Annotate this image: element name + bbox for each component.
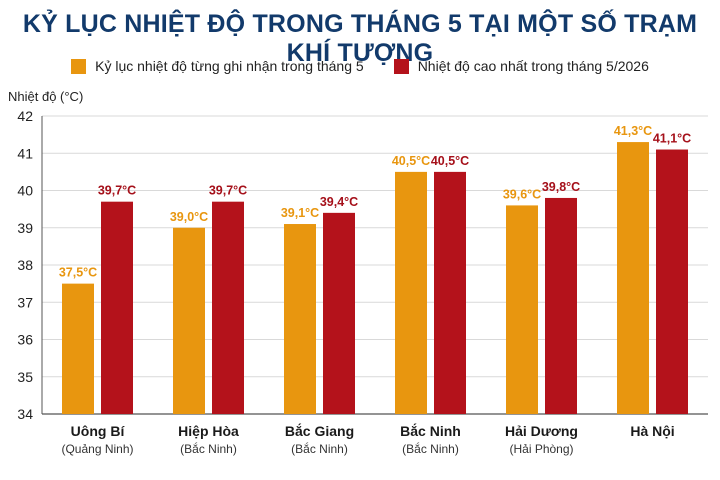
bar-record xyxy=(62,283,94,414)
y-tick-label: 35 xyxy=(17,369,33,385)
bar-record xyxy=(284,224,316,414)
y-tick-label: 41 xyxy=(17,145,33,161)
data-label-record: 37,5°C xyxy=(59,266,97,280)
data-label-2026: 40,5°C xyxy=(431,154,469,168)
x-category-sublabel: (Quảng Ninh) xyxy=(61,442,133,456)
bar-2026 xyxy=(323,212,355,414)
y-tick-label: 37 xyxy=(17,294,33,310)
legend-swatch-record xyxy=(71,58,87,74)
y-tick-label: 36 xyxy=(17,332,33,348)
x-category-label: Hiệp Hòa xyxy=(178,423,239,439)
y-tick-label: 40 xyxy=(17,183,33,199)
x-category-sublabel: (Bắc Ninh) xyxy=(180,441,237,456)
bar-2026 xyxy=(434,171,466,414)
x-category-label: Hà Nội xyxy=(630,423,674,439)
data-label-record: 39,6°C xyxy=(503,187,541,201)
x-category-sublabel: (Bắc Ninh) xyxy=(402,441,459,456)
x-category-label: Bắc Ninh xyxy=(400,422,461,439)
bar-2026 xyxy=(212,201,244,414)
bar-record xyxy=(173,227,205,414)
legend-swatch-2026 xyxy=(393,58,409,74)
legend-item-record: Kỷ lục nhiệt độ từng ghi nhận trong thán… xyxy=(71,58,364,74)
bar-2026 xyxy=(101,201,133,414)
bar-record xyxy=(506,205,538,414)
chart-title: KỶ LỤC NHIỆT ĐỘ TRONG THÁNG 5 TẠI MỘT SỐ… xyxy=(22,10,698,67)
bar-record xyxy=(617,142,649,414)
x-category-sublabel: (Bắc Ninh) xyxy=(291,441,348,456)
legend-item-2026: Nhiệt độ cao nhất trong tháng 5/2026 xyxy=(393,58,649,74)
bar-2026 xyxy=(545,197,577,414)
data-label-record: 41,3°C xyxy=(614,124,652,138)
y-tick-label: 34 xyxy=(17,406,33,422)
data-label-record: 40,5°C xyxy=(392,154,430,168)
data-label-record: 39,0°C xyxy=(170,210,208,224)
bar-record xyxy=(395,171,427,414)
chart-legend: Kỷ lục nhiệt độ từng ghi nhận trong thán… xyxy=(0,58,720,74)
legend-label-2026: Nhiệt độ cao nhất trong tháng 5/2026 xyxy=(417,58,649,74)
bar-2026 xyxy=(656,149,688,414)
legend-label-record: Kỷ lục nhiệt độ từng ghi nhận trong thán… xyxy=(95,58,364,74)
x-category-label: Uông Bí xyxy=(71,423,126,439)
y-tick-label: 38 xyxy=(17,257,33,273)
x-category-sublabel: (Hải Phòng) xyxy=(509,442,573,456)
data-label-2026: 39,4°C xyxy=(320,195,358,209)
data-label-2026: 39,7°C xyxy=(98,184,136,198)
y-axis-label: Nhiệt độ (°C) xyxy=(8,89,84,104)
data-label-2026: 39,8°C xyxy=(542,180,580,194)
x-category-label: Hải Dương xyxy=(505,423,578,439)
x-category-label: Bắc Giang xyxy=(285,422,354,439)
data-label-2026: 41,1°C xyxy=(653,132,691,146)
y-tick-label: 42 xyxy=(17,108,33,124)
data-label-2026: 39,7°C xyxy=(209,184,247,198)
data-label-record: 39,1°C xyxy=(281,206,319,220)
y-tick-label: 39 xyxy=(17,220,33,236)
